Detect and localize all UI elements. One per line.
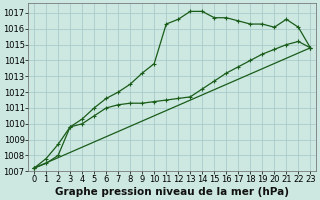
- X-axis label: Graphe pression niveau de la mer (hPa): Graphe pression niveau de la mer (hPa): [55, 187, 289, 197]
